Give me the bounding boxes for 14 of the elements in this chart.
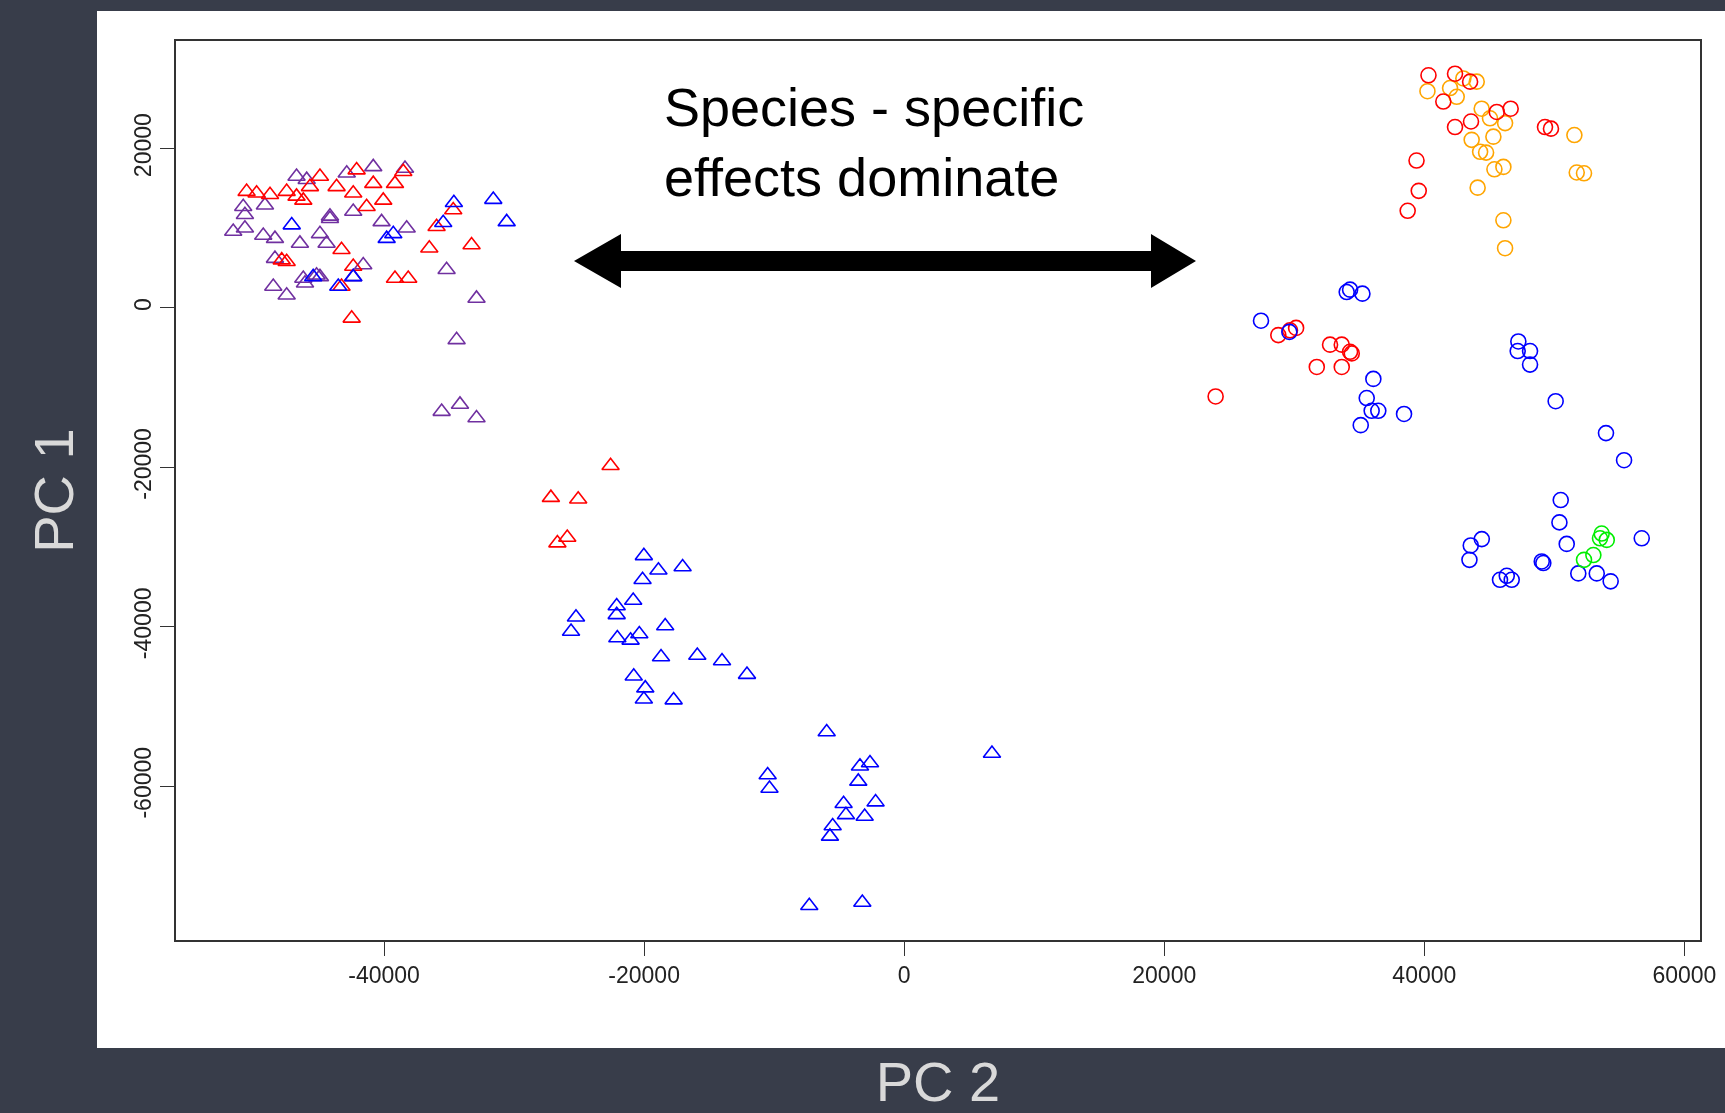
y-axis-title: PC 1 <box>22 428 86 553</box>
x-tick-label: 40000 <box>1392 962 1457 989</box>
y-tick-label: -40000 <box>130 587 157 660</box>
x-axis-title: PC 2 <box>875 1050 1001 1113</box>
x-tick-label: 60000 <box>1652 962 1717 989</box>
x-tick-label: 0 <box>897 962 911 989</box>
y-tick-label: -60000 <box>130 746 157 819</box>
y-tick-label: 0 <box>130 298 157 311</box>
y-tick-label: 20000 <box>130 113 157 178</box>
x-tick-label: -40000 <box>348 962 420 989</box>
x-tick-label: -20000 <box>608 962 680 989</box>
y-tick-label: -20000 <box>130 428 157 500</box>
x-tick-label: 20000 <box>1132 962 1197 989</box>
annotation: Species - specific effects dominate <box>664 77 1085 208</box>
